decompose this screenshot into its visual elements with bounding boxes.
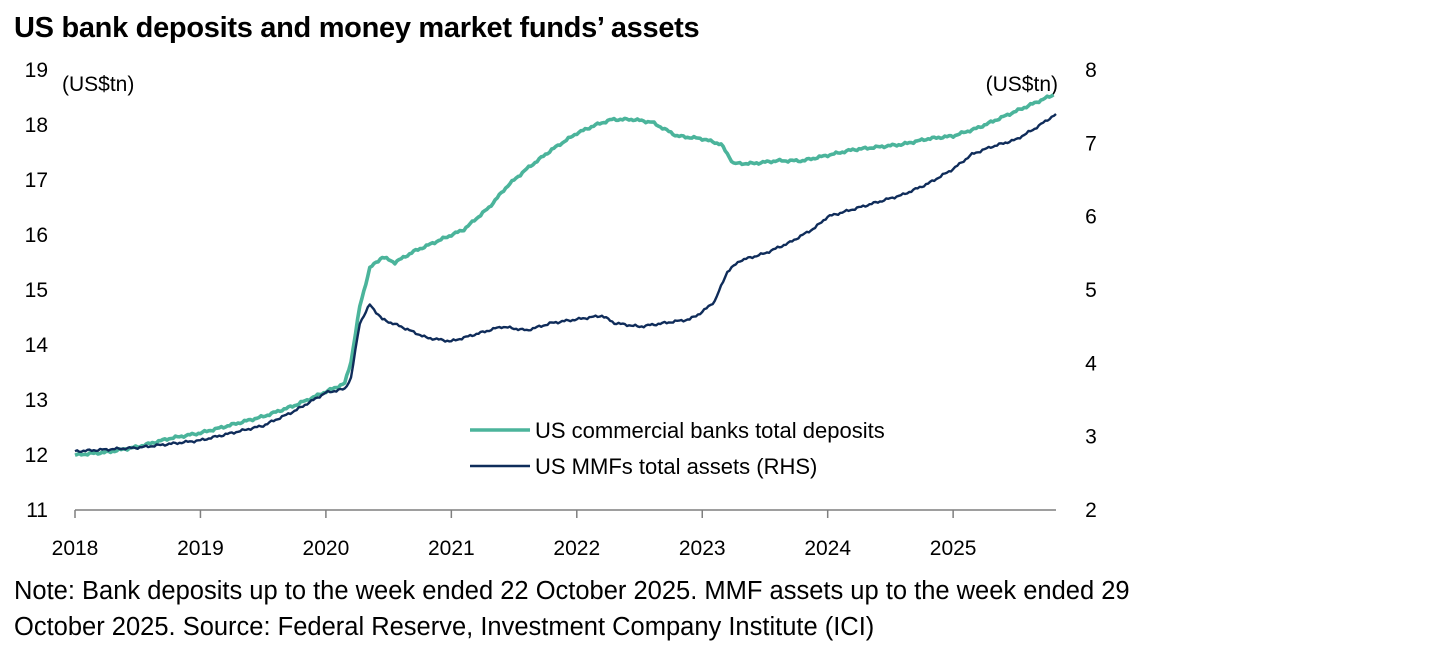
right-tick-label: 5	[1085, 279, 1097, 302]
series-line-mmf-assets	[74, 113, 1057, 453]
x-tick-label: 2018	[52, 537, 99, 560]
right-tick-label: 3	[1085, 426, 1097, 449]
right-tick-label: 6	[1085, 206, 1097, 229]
legend-label-mmf-assets: US MMFs total assets (RHS)	[535, 454, 817, 479]
right-tick-label: 8	[1085, 59, 1097, 82]
legend: US commercial banks total deposits US MMF…	[470, 418, 885, 479]
left-axis-unit: (US$tn)	[62, 73, 134, 96]
left-tick-label: 13	[25, 389, 48, 412]
axes: 2018 2019 2020 2021 2022 2023 2024 2025 11 12 13 14…	[25, 59, 1098, 560]
x-tick-label: 2021	[428, 537, 475, 560]
plot-lines	[74, 93, 1057, 457]
chart-title: US bank deposits and money market funds’…	[14, 12, 700, 44]
note-line-2: October 2025. Source: Federal Reserve, I…	[14, 613, 875, 641]
left-tick-label: 15	[25, 279, 48, 302]
left-tick-label: 19	[25, 59, 48, 82]
series-line-bank-deposits	[74, 93, 1055, 457]
right-tick-label: 4	[1085, 352, 1097, 375]
left-tick-label: 12	[25, 444, 48, 467]
left-tick-label: 18	[25, 114, 48, 137]
chart-note: Note: Bank deposits up to the week ended…	[14, 573, 1450, 645]
x-tick-label: 2024	[804, 537, 851, 560]
left-tick-label: 11	[26, 499, 48, 522]
x-tick-label: 2023	[679, 537, 726, 560]
right-axis-unit: (US$tn)	[986, 73, 1058, 96]
right-tick-label: 2	[1085, 499, 1097, 522]
chart: 2018 2019 2020 2021 2022 2023 2024 2025 11 12 13 14…	[25, 59, 1098, 560]
x-tick-label: 2020	[303, 537, 350, 560]
note-line-1: Note: Bank deposits up to the week ended…	[14, 577, 1130, 605]
left-tick-label: 14	[25, 334, 49, 357]
right-tick-label: 7	[1085, 132, 1097, 155]
x-tick-label: 2022	[553, 537, 600, 560]
left-tick-label: 17	[25, 169, 48, 192]
x-tick-label: 2025	[930, 537, 977, 560]
x-tick-label: 2019	[177, 537, 224, 560]
legend-label-bank-deposits: US commercial banks total deposits	[535, 418, 885, 443]
left-tick-label: 16	[25, 224, 48, 247]
